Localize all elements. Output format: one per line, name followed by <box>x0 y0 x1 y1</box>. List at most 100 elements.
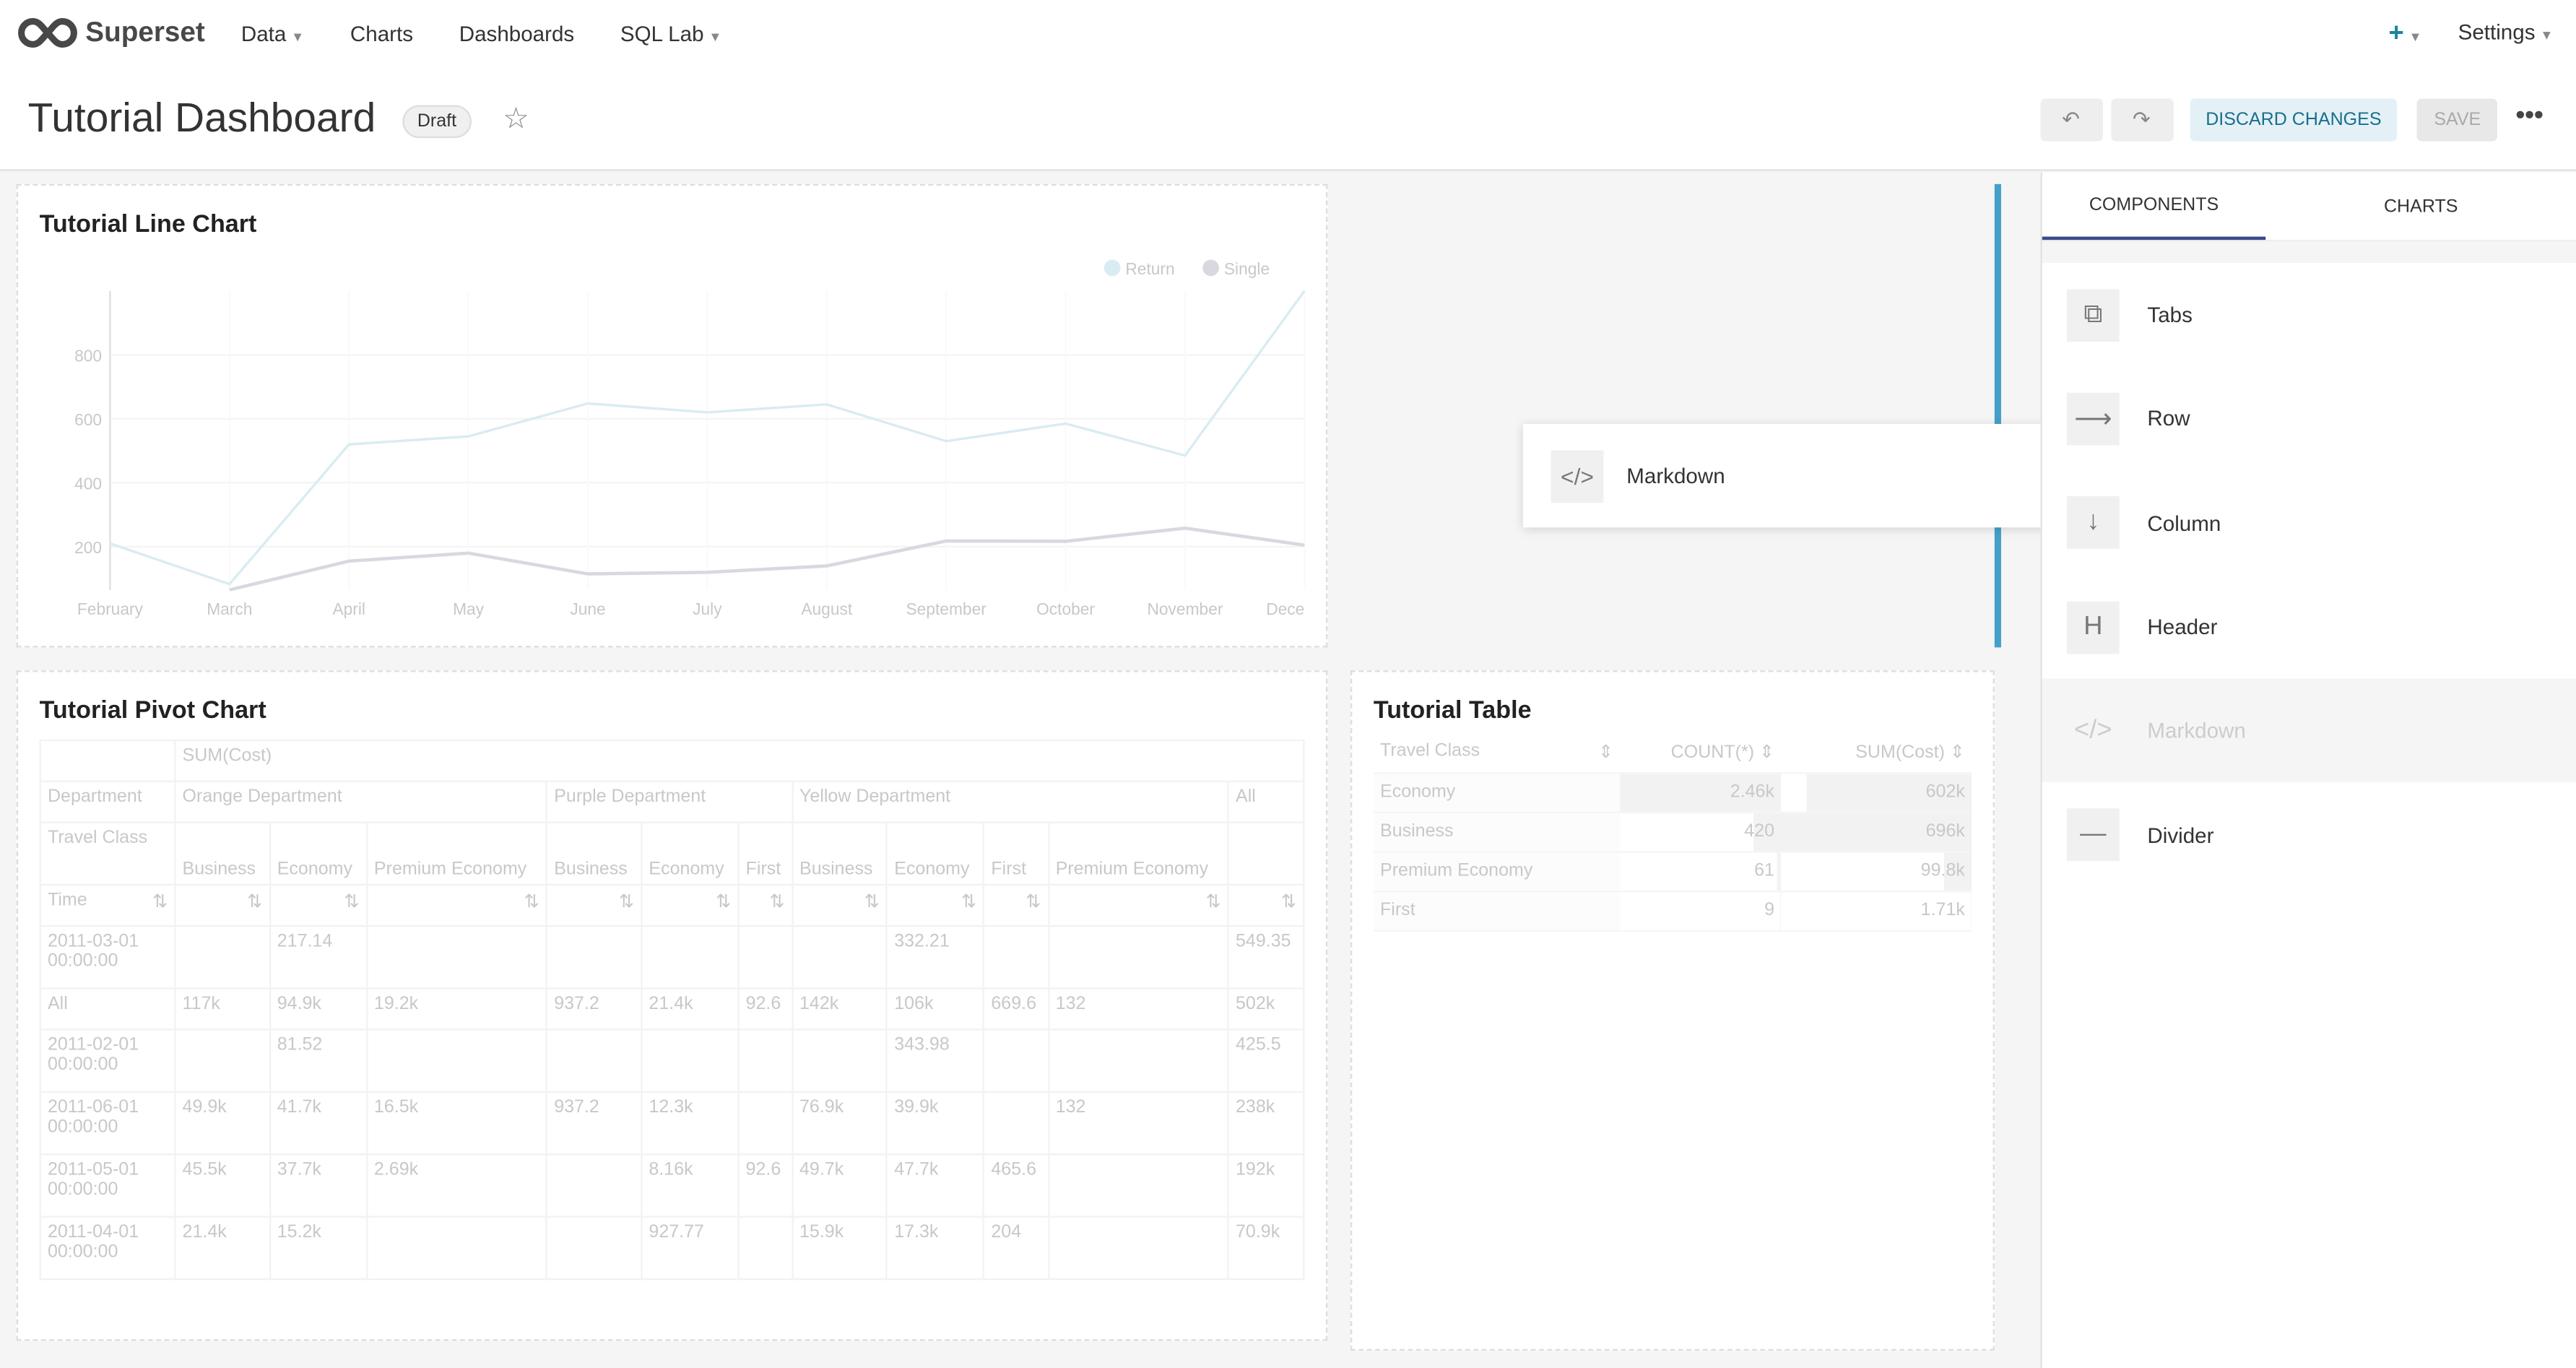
new-menu[interactable]: + ▼ <box>2388 20 2422 48</box>
value-cell <box>545 1216 643 1281</box>
component-label: Column <box>2147 510 2221 536</box>
class-header: Premium Economy <box>1047 821 1229 886</box>
value-cell: 669.6 <box>983 987 1049 1031</box>
divider-icon: — <box>2066 808 2120 862</box>
col-count[interactable]: COUNT(*) ⇕ <box>1620 732 1782 774</box>
legend-label: Single <box>1224 259 1270 278</box>
count-cell: 9 <box>1620 891 1782 931</box>
value-cell <box>737 1029 793 1093</box>
brand-logo[interactable]: Superset <box>17 17 205 50</box>
sort-header[interactable]: ⇅ <box>885 883 985 927</box>
dragging-markdown-component[interactable]: </> Markdown <box>1522 423 2063 528</box>
component-row[interactable]: ⟶ Row <box>2042 367 2576 472</box>
undo-button[interactable]: ↶ <box>2039 98 2102 142</box>
sort-header[interactable]: ⇅ <box>1227 883 1305 927</box>
class-header: First <box>737 821 793 886</box>
class-cell: Economy <box>1373 772 1621 813</box>
sort-header[interactable]: ⇅ <box>174 883 271 927</box>
value-cell: 217.14 <box>269 925 368 990</box>
value-cell: 70.9k <box>1227 1216 1305 1281</box>
y-tick-label: 200 <box>74 538 102 557</box>
component-markdown[interactable]: </> Markdown <box>2042 679 2576 784</box>
class-header: Economy <box>885 821 985 886</box>
value-cell: 49.7k <box>791 1153 888 1218</box>
save-button[interactable]: SAVE <box>2417 98 2498 142</box>
more-options-icon[interactable]: ••• <box>2515 102 2544 130</box>
sort-header[interactable]: ⇅ <box>737 883 793 927</box>
drop-indicator <box>1994 183 2001 648</box>
class-header: Economy <box>641 821 740 886</box>
table-row: 2011-05-01 00:00:00 45.5k 37.7k 2.69k 8.16k 9… <box>39 1153 1305 1218</box>
value-cell: 238k <box>1227 1091 1305 1156</box>
sort-header[interactable]: ⇅ <box>641 883 740 927</box>
component-tabs[interactable]: ⧉ Tabs <box>2042 263 2576 368</box>
sort-header[interactable]: ⇅ <box>365 883 548 927</box>
component-column[interactable]: ↓ Column <box>2042 471 2576 576</box>
superset-logo-icon <box>18 18 77 48</box>
sort-header[interactable]: ⇅ <box>1047 883 1229 927</box>
x-tick-label: July <box>693 599 722 618</box>
settings-menu[interactable]: Settings ▼ <box>2458 20 2554 45</box>
value-cell: 45.5k <box>174 1153 271 1218</box>
value-cell <box>791 925 888 990</box>
x-tick-label: Dece <box>1266 599 1304 618</box>
department-header: Yellow Department <box>791 780 1229 823</box>
value-cell: 94.9k <box>269 987 368 1031</box>
component-divider[interactable]: — Divider <box>2042 783 2576 888</box>
nav-data[interactable]: Data ▼ <box>240 20 305 46</box>
data-table: Travel Class ⇕ COUNT(*) ⇕ SUM(Cost) ⇕ Econom… <box>1373 732 1972 931</box>
table-row: 2011-03-01 00:00:00 217.14 332.21 549.35 <box>39 925 1305 990</box>
tab-charts[interactable]: CHARTS <box>2383 196 2458 217</box>
discard-changes-button[interactable]: DISCARD CHANGES <box>2189 98 2398 142</box>
value-cell: 39.9k <box>885 1091 985 1156</box>
chart-title: Tutorial Table <box>1373 696 1532 725</box>
value-cell <box>1047 925 1229 990</box>
value-cell: 117k <box>174 987 271 1031</box>
sum-cell: 602k <box>1781 772 1972 813</box>
component-header[interactable]: H Header <box>2042 575 2576 680</box>
value-cell: 81.52 <box>269 1029 368 1093</box>
component-label: Row <box>2147 406 2190 432</box>
value-cell: 132 <box>1047 1091 1229 1156</box>
dashboard-title[interactable]: Tutorial Dashboard <box>27 95 376 142</box>
class-header: Premium Economy <box>365 821 548 886</box>
value-cell: 927.77 <box>641 1216 740 1281</box>
value-cell: 15.2k <box>269 1216 368 1281</box>
col-sum-cost[interactable]: SUM(Cost) ⇕ <box>1781 732 1972 774</box>
metric-header: SUM(Cost) <box>174 739 1305 782</box>
pivot-corner <box>39 739 176 782</box>
drag-label: Markdown <box>1626 463 1725 488</box>
legend-marker <box>1103 259 1121 277</box>
line-chart-card[interactable]: Tutorial Line Chart 200 400 600 800 February… <box>16 183 1328 648</box>
tab-components[interactable]: COMPONENTS <box>2042 173 2266 241</box>
sort-header[interactable]: ⇅ <box>269 883 368 927</box>
nav-sql-lab[interactable]: SQL Lab ▼ <box>620 20 722 46</box>
value-cell <box>365 1216 548 1281</box>
nav-charts[interactable]: Charts <box>350 20 414 46</box>
component-label: Markdown <box>2147 718 2246 744</box>
value-cell: 2.69k <box>365 1153 548 1218</box>
brand-name: Superset <box>85 16 205 48</box>
x-tick-label: May <box>453 599 485 618</box>
value-cell <box>174 1029 271 1093</box>
sort-header[interactable]: ⇅ <box>545 883 643 927</box>
x-tick-label: August <box>801 599 853 618</box>
class-header: Economy <box>269 821 368 886</box>
table-row: 2011-04-01 00:00:00 21.4k 15.2k 927.77 15.9k… <box>39 1216 1305 1281</box>
sum-cell: 696k <box>1781 811 1972 852</box>
value-cell <box>641 1029 740 1093</box>
value-cell <box>545 925 643 990</box>
dept-label: Department <box>39 780 176 823</box>
sort-header[interactable]: ⇅ <box>983 883 1049 927</box>
star-icon[interactable]: ☆ <box>503 102 529 135</box>
value-cell <box>1047 1029 1229 1093</box>
value-cell <box>737 925 793 990</box>
sort-header-time[interactable]: Time ⇅ <box>39 883 176 927</box>
nav-dashboards[interactable]: Dashboards <box>459 20 575 46</box>
table-row: First 9 1.71k <box>1373 891 1972 931</box>
value-cell <box>983 925 1049 990</box>
col-travel-class[interactable]: Travel Class ⇕ <box>1373 732 1621 774</box>
sort-header[interactable]: ⇅ <box>791 883 888 927</box>
redo-button[interactable]: ↷ <box>2110 98 2173 142</box>
value-cell: 21.4k <box>174 1216 271 1281</box>
